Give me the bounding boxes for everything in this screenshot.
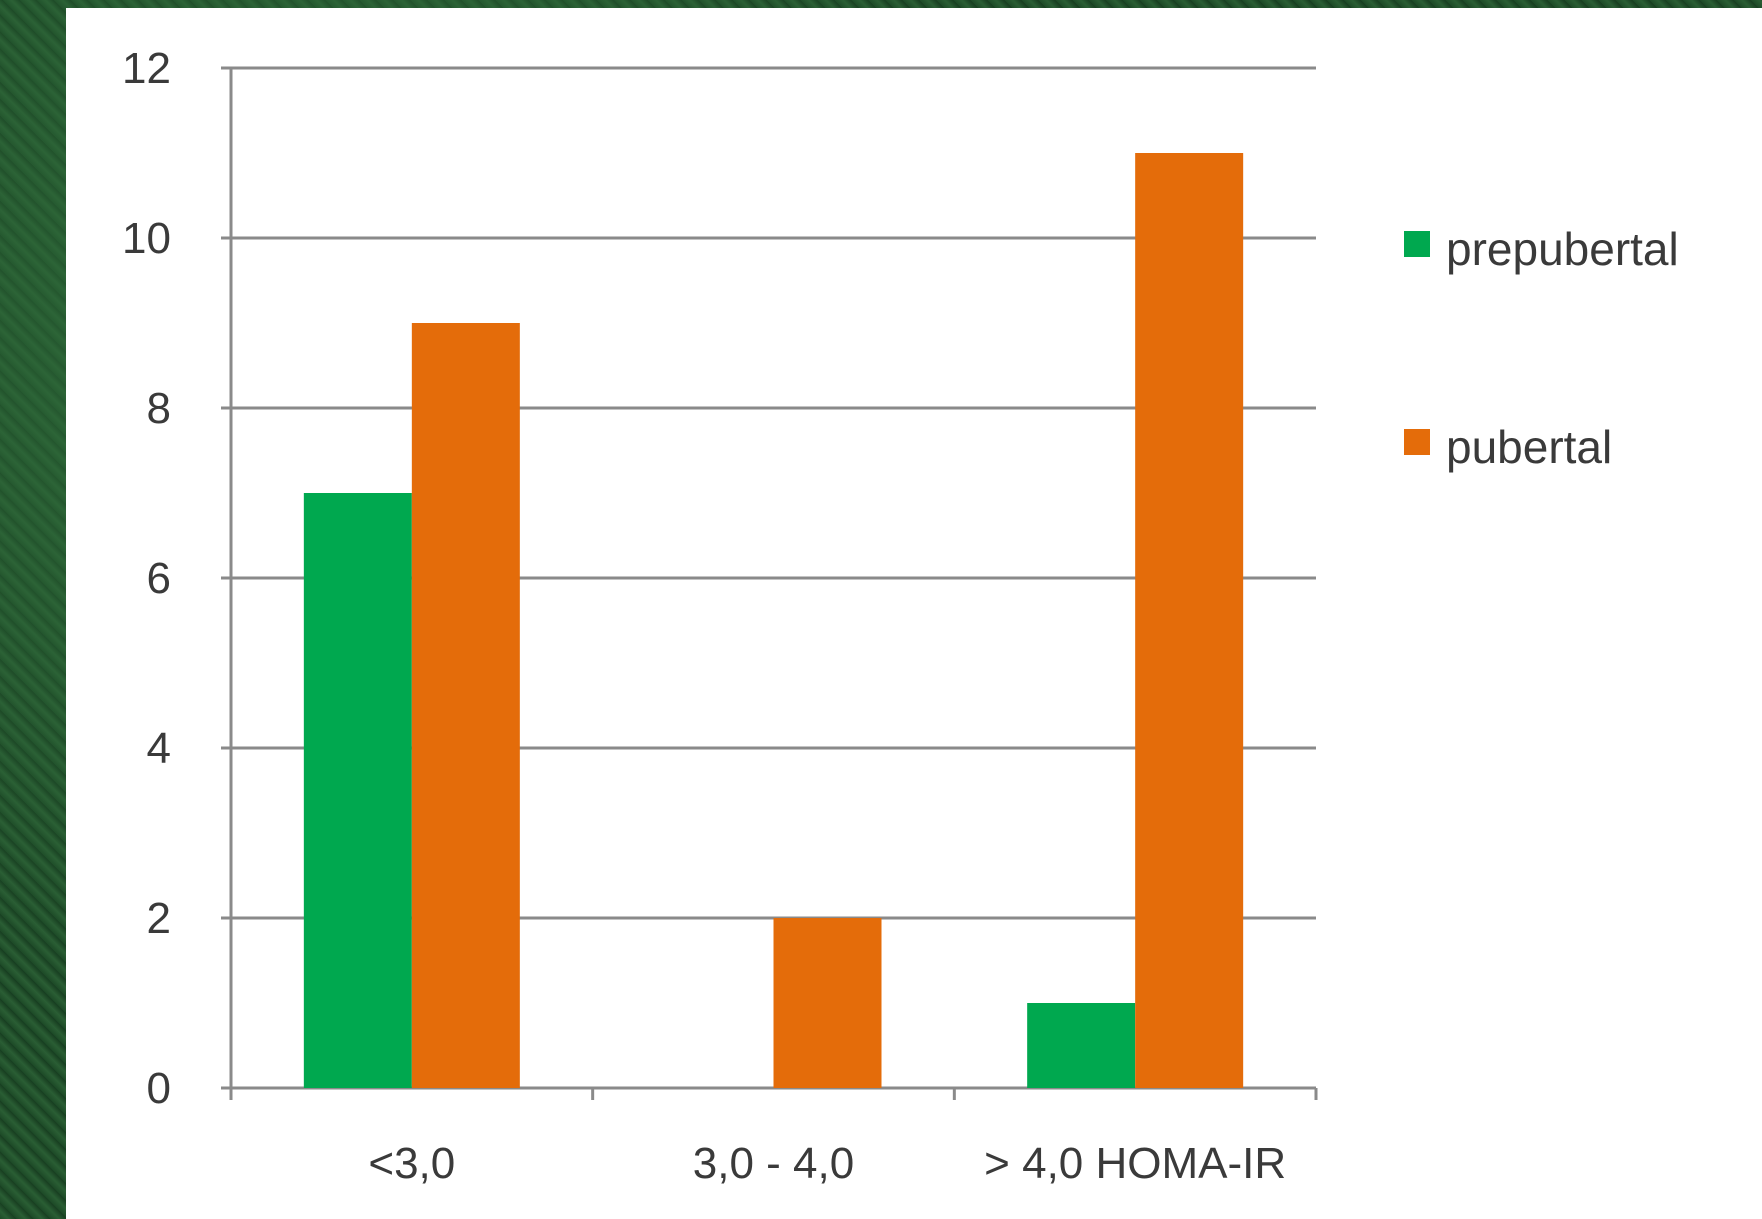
y-tick-label: 10	[122, 214, 171, 263]
bar-chart: 0 2 4 6 8 10 12 <3,0 3,0 - 4,0 > 4,0 HOMA-IR prepu…	[122, 44, 1679, 1188]
bar-prepubertal-0	[303, 493, 412, 1088]
y-tick-label: 4	[147, 724, 171, 773]
legend-label-pubertal: pubertal	[1446, 421, 1612, 473]
y-tick-label: 2	[147, 894, 171, 943]
legend-swatch-pubertal	[1404, 429, 1430, 455]
bar-pubertal-0	[411, 323, 520, 1088]
x-category-label: <3,0	[368, 1139, 455, 1188]
legend-label-prepubertal: prepubertal	[1446, 223, 1679, 275]
chart-panel: 0 2 4 6 8 10 12 <3,0 3,0 - 4,0 > 4,0 HOMA-IR prepu…	[66, 8, 1762, 1219]
y-tick-label: 6	[147, 554, 171, 603]
x-category-label: > 4,0 HOMA-IR	[984, 1139, 1286, 1188]
y-tick-label: 8	[147, 384, 171, 433]
x-category-label: 3,0 - 4,0	[693, 1139, 854, 1188]
bar-pubertal-1	[773, 918, 882, 1088]
y-tick-label: 12	[122, 44, 171, 93]
bar-pubertal-2	[1135, 153, 1244, 1088]
bar-prepubertal-2	[1027, 1003, 1136, 1088]
y-tick-label: 0	[147, 1064, 171, 1113]
legend-swatch-prepubertal	[1404, 231, 1430, 257]
